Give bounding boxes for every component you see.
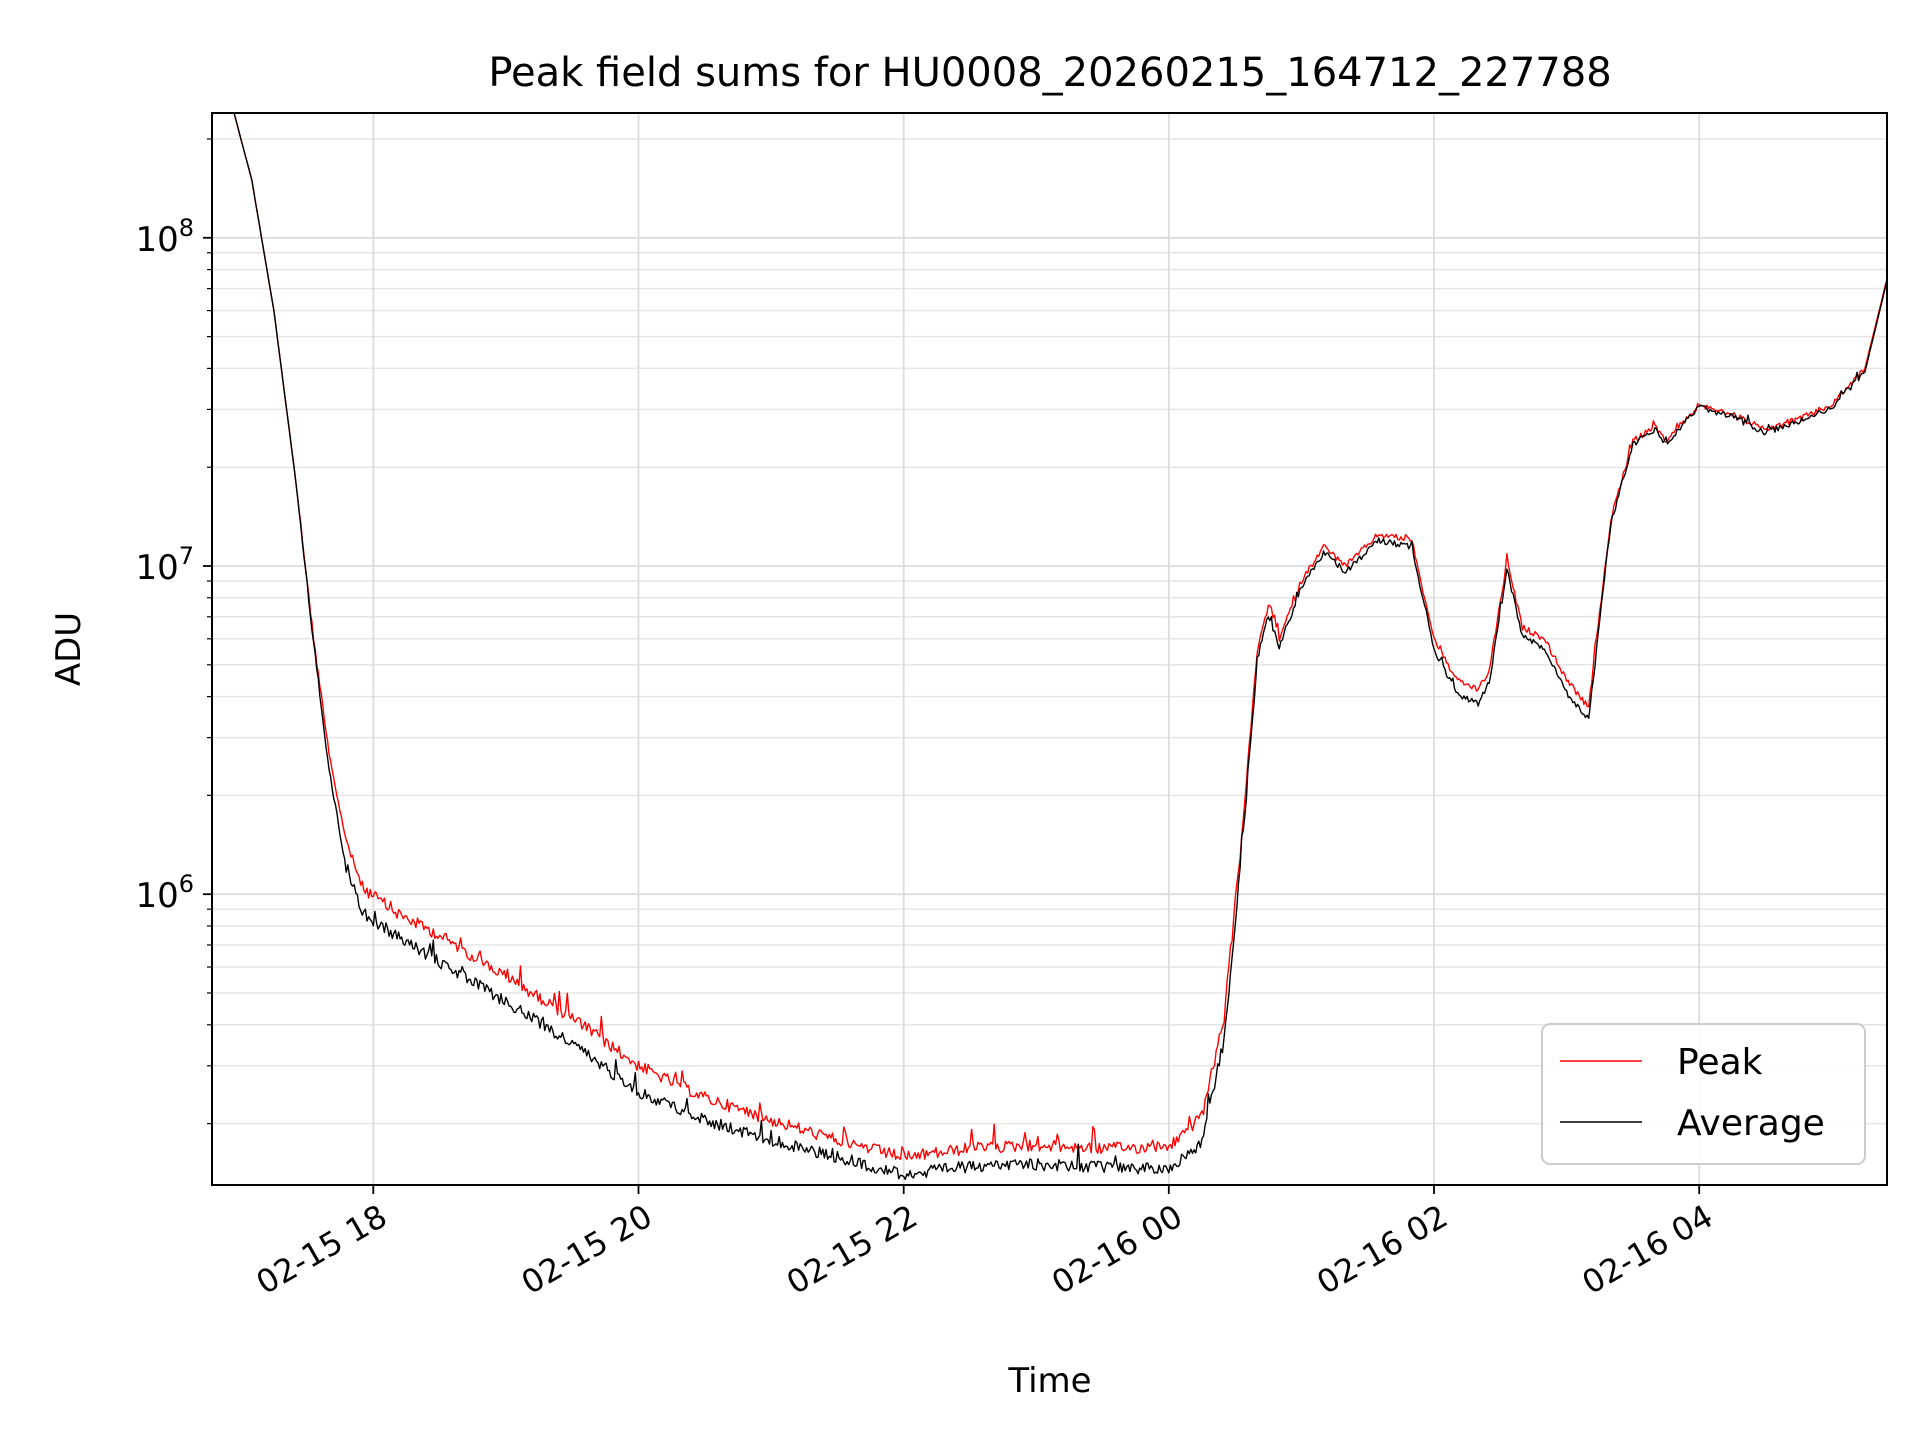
y-axis: 106 107 108 — [135, 138, 212, 1125]
chart-title: Peak field sums for HU0008_20260215_1647… — [488, 50, 1611, 96]
legend-label-peak: Peak — [1677, 1042, 1763, 1083]
legend: Peak Average — [1541, 1023, 1866, 1165]
y-tick-label: 108 — [135, 214, 194, 260]
x-axis-label: Time — [1007, 1361, 1091, 1401]
legend-box — [1541, 1023, 1866, 1165]
series-line-average — [233, 113, 1887, 1181]
y-tick-label: 107 — [135, 542, 194, 588]
series-layer — [233, 113, 1887, 1181]
minor-grid — [212, 138, 1887, 1125]
plot-frame — [211, 112, 1888, 1186]
legend-label-average: Average — [1677, 1103, 1825, 1144]
y-tick-label: 106 — [135, 870, 194, 916]
y-axis-label: ADU — [49, 612, 89, 686]
